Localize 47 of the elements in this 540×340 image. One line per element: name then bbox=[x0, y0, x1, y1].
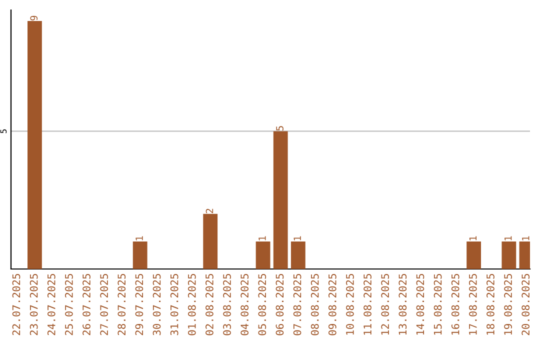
data-label: 9 bbox=[30, 16, 38, 20]
data-label: 1 bbox=[136, 236, 143, 240]
data-label: 1 bbox=[504, 236, 512, 240]
data-label: 2 bbox=[206, 208, 214, 214]
x-tick-label: 17.08.2025 bbox=[468, 274, 477, 335]
bar bbox=[273, 131, 288, 269]
bar bbox=[290, 241, 306, 269]
x-tick-label: 27.07.2025 bbox=[100, 274, 108, 336]
bar bbox=[502, 241, 516, 269]
bar bbox=[132, 241, 148, 269]
x-tick-label: 07.08.2025 bbox=[293, 274, 302, 336]
data-label: 1 bbox=[469, 236, 477, 240]
data-label: 5 bbox=[276, 126, 284, 131]
x-tick-label: 09.08.2025 bbox=[328, 274, 336, 336]
bar bbox=[28, 21, 42, 269]
x-tick-label: 11.08.2025 bbox=[364, 274, 372, 335]
x-tick-label: 20.08.2025 bbox=[522, 274, 530, 336]
x-tick-label: 03.08.2025 bbox=[223, 274, 231, 336]
x-tick-label: 10.08.2025 bbox=[346, 274, 354, 335]
x-tick-label: 04.08.2025 bbox=[240, 274, 249, 336]
x-tick-label: 14.08.2025 bbox=[416, 274, 424, 335]
x-tick-label: 01.08.2025 bbox=[188, 274, 196, 336]
data-label: 1 bbox=[258, 236, 266, 240]
x-tick-label: 13.08.2025 bbox=[398, 274, 407, 335]
x-tick-label: 23.07.2025 bbox=[30, 274, 38, 336]
x-tick-label: 08.08.2025 bbox=[310, 274, 319, 336]
x-tick-label: 28.07.2025 bbox=[118, 274, 126, 336]
x-tick-label: 31.07.2025 bbox=[170, 274, 178, 336]
x-tick-label: 15.08.2025 bbox=[434, 274, 442, 335]
x-tick-label: 30.07.2025 bbox=[152, 274, 161, 336]
x-tick-label: 18.08.2025 bbox=[486, 274, 494, 335]
x-tick-label: 19.08.2025 bbox=[504, 274, 512, 335]
data-label: 1 bbox=[522, 236, 530, 240]
x-tick-label: 02.08.2025 bbox=[206, 274, 214, 336]
x-tick-label: 29.07.2025 bbox=[135, 274, 144, 336]
bar bbox=[256, 241, 270, 269]
x-tick-label: 22.07.2025 bbox=[12, 274, 20, 336]
bar bbox=[466, 241, 481, 269]
x-tick-label: 24.07.2025 bbox=[47, 274, 56, 336]
x-tick-label: 05.08.2025 bbox=[258, 274, 266, 336]
x-tick-label: 26.07.2025 bbox=[82, 274, 90, 336]
data-label: 1 bbox=[294, 236, 301, 240]
x-tick-label: 25.07.2025 bbox=[65, 274, 73, 336]
bar bbox=[203, 214, 218, 269]
x-tick-label: 12.08.2025 bbox=[381, 274, 390, 335]
x-tick-label: 16.08.2025 bbox=[451, 274, 460, 335]
x-tick-label: 06.08.2025 bbox=[276, 274, 284, 336]
